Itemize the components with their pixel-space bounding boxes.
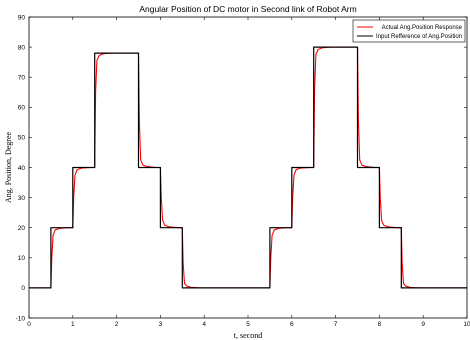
y-axis-label: Ang. Position, Degree (4, 132, 13, 204)
x-axis: 0 1 2 3 4 5 6 7 8 9 10 (27, 17, 470, 328)
y-tick-label: 10 (18, 255, 26, 262)
x-tick-label: 4 (202, 321, 206, 328)
x-tick-label: 3 (159, 321, 163, 328)
series-line-reference (29, 46, 467, 289)
x-tick-label: 7 (334, 321, 338, 328)
series-layer (29, 46, 467, 289)
y-tick-label: 0 (21, 285, 25, 292)
x-tick-label: 6 (290, 321, 294, 328)
x-tick-label: 0 (27, 321, 31, 328)
x-tick-label: 8 (378, 321, 382, 328)
plot-area (28, 16, 468, 319)
x-tick-label: 9 (421, 321, 425, 328)
y-tick-label: 90 (18, 14, 26, 21)
y-tick-label: -10 (16, 315, 26, 322)
y-axis: -10 0 10 20 30 40 50 60 70 80 90 (16, 14, 467, 322)
y-tick-label: 40 (18, 165, 26, 172)
y-tick-label: 20 (18, 225, 26, 232)
legend: Actual Ang.Position Response Input Reffe… (352, 19, 466, 43)
y-tick-label: 30 (18, 195, 26, 202)
y-tick-label: 80 (18, 44, 26, 51)
y-tick-label: 70 (18, 75, 26, 82)
y-tick-label: 60 (18, 105, 26, 112)
legend-box (352, 19, 466, 43)
legend-label-actual: Actual Ang.Position Response (382, 25, 463, 31)
x-tick-label: 1 (71, 321, 75, 328)
x-axis-label: t, second (234, 331, 262, 340)
x-tick-label: 10 (463, 321, 470, 328)
legend-label-reference: Input Refference of Ang.Position (376, 34, 462, 40)
chart-title: Angular Position of DC motor in Second l… (139, 4, 356, 14)
x-tick-label: 5 (246, 321, 250, 328)
x-tick-label: 2 (115, 321, 119, 328)
y-tick-label: 50 (18, 135, 26, 142)
